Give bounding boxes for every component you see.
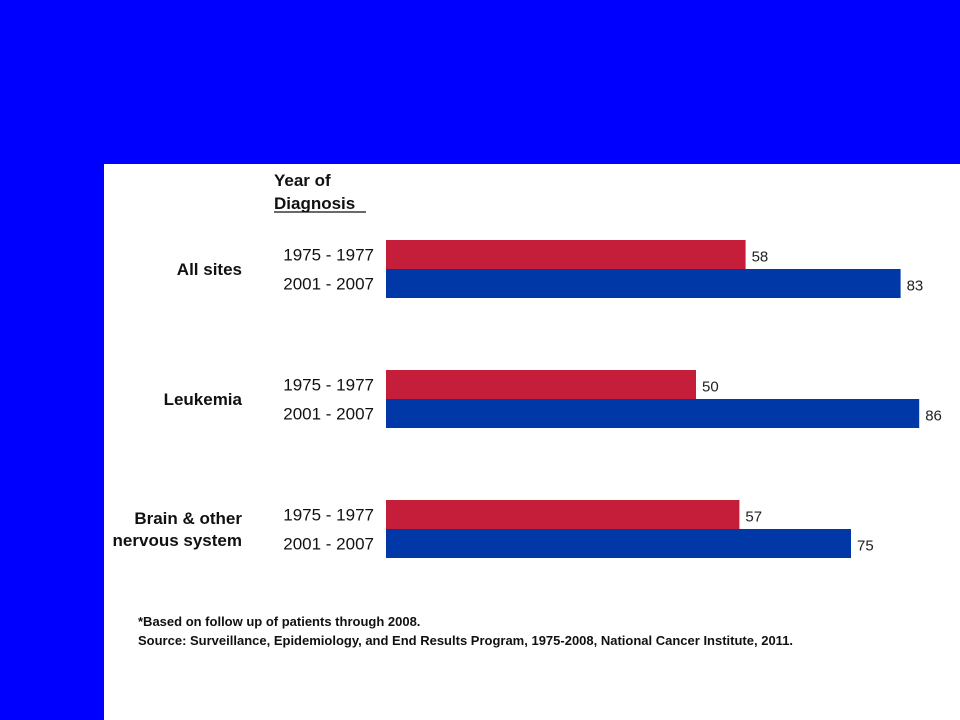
bar-leukemia-1975-1977 [386, 370, 696, 399]
survival-bar-chart: Year of Diagnosis All sites 1975 - 1977 58 20… [113, 171, 942, 558]
value-label-brain-other-nervous-system-1975-1977: 57 [745, 509, 762, 526]
value-label-all-sites-1975-1977: 58 [752, 249, 769, 266]
value-label-leukemia-1975-1977: 50 [702, 379, 719, 396]
value-label-leukemia-2001-2007: 86 [925, 408, 942, 425]
chart-panel: Year of Diagnosis All sites 1975 - 1977 58 20… [104, 164, 960, 720]
period-label-leukemia-2001-2007: 2001 - 2007 [283, 405, 374, 424]
category-label-leukemia: Leukemia [164, 390, 243, 409]
bar-all-sites-2001-2007 [386, 269, 901, 298]
bar-all-sites-1975-1977 [386, 240, 746, 269]
header-line-1: Year of [274, 171, 331, 190]
period-label-all-sites-1975-1977: 1975 - 1977 [283, 246, 374, 265]
bar-leukemia-2001-2007 [386, 399, 920, 428]
bar-brain-other-nervous-system-1975-1977 [386, 500, 740, 529]
footnotes: *Based on follow up of patients through … [138, 612, 948, 650]
period-label-brain-other-nervous-system-1975-1977: 1975 - 1977 [283, 506, 374, 525]
category-label-brain-other-nervous-system-line-2: nervous system [113, 531, 242, 550]
period-label-brain-other-nervous-system-2001-2007: 2001 - 2007 [283, 535, 374, 554]
footnote-followup: *Based on follow up of patients through … [138, 614, 421, 629]
footnote-source: Source: Surveillance, Epidemiology, and … [138, 633, 794, 648]
category-label-brain-other-nervous-system-line-1: Brain & other [134, 509, 242, 528]
value-label-all-sites-2001-2007: 83 [907, 278, 924, 295]
period-label-all-sites-2001-2007: 2001 - 2007 [283, 275, 374, 294]
bar-brain-other-nervous-system-2001-2007 [386, 529, 851, 558]
period-label-leukemia-1975-1977: 1975 - 1977 [283, 376, 374, 395]
category-label-all-sites: All sites [177, 260, 242, 279]
header-line-2: Diagnosis [274, 194, 355, 213]
value-label-brain-other-nervous-system-2001-2007: 75 [857, 538, 874, 555]
